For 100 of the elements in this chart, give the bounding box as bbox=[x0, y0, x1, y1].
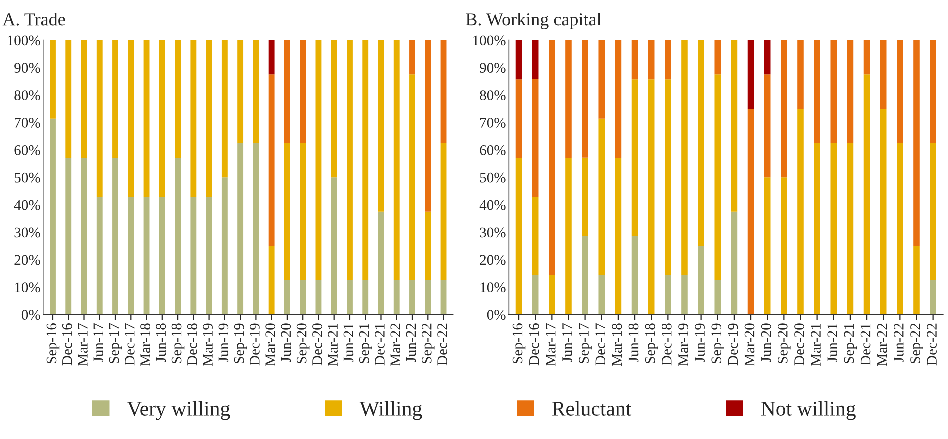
bar bbox=[781, 178, 788, 315]
bar bbox=[864, 74, 870, 315]
bar bbox=[331, 178, 338, 315]
bar bbox=[81, 158, 88, 315]
y-tick-label: 100% bbox=[474, 36, 506, 46]
y-tick-label: 90% bbox=[480, 63, 506, 74]
x-tick-label: Mar-20 bbox=[744, 324, 755, 366]
x-tick-label: Sep-22 bbox=[910, 324, 924, 364]
y-tick-label: 60% bbox=[480, 146, 506, 156]
bar bbox=[394, 280, 400, 315]
bar bbox=[50, 118, 56, 315]
y-tick-label: 30% bbox=[480, 228, 506, 238]
bar bbox=[440, 280, 447, 315]
x-tick-label: Mar-17 bbox=[78, 324, 88, 366]
bar bbox=[880, 40, 887, 109]
bar bbox=[582, 40, 588, 158]
legend-label: Very willing bbox=[127, 401, 230, 420]
bar bbox=[814, 143, 820, 315]
bar bbox=[930, 40, 936, 144]
bar bbox=[268, 246, 275, 315]
x-tick-label: Jun-17 bbox=[94, 324, 104, 362]
bar bbox=[300, 143, 306, 280]
bar bbox=[222, 178, 228, 315]
legend-label: Not willing bbox=[761, 401, 856, 420]
bar bbox=[615, 158, 622, 315]
x-tick-label: Jun-21 bbox=[828, 324, 838, 362]
x-tick-label: Dec-21 bbox=[375, 324, 385, 366]
y-tick-label: 60% bbox=[14, 146, 40, 156]
bar bbox=[425, 212, 432, 280]
x-tick-label: Jun-22 bbox=[406, 324, 416, 362]
bar bbox=[665, 80, 672, 276]
bar bbox=[549, 276, 556, 315]
y-tick-label: 90% bbox=[14, 63, 40, 74]
bar bbox=[714, 74, 722, 280]
bar bbox=[516, 40, 522, 80]
x-tick-label: Dec-20 bbox=[794, 324, 804, 366]
bar bbox=[175, 40, 182, 158]
bar bbox=[914, 40, 920, 246]
x-tick-label: Sep-17 bbox=[579, 324, 592, 364]
bar bbox=[598, 40, 606, 119]
chart-title: A. Trade bbox=[2, 13, 66, 26]
y-tick-label: 40% bbox=[14, 200, 40, 210]
bar bbox=[362, 40, 369, 280]
bar bbox=[128, 197, 134, 315]
bar bbox=[144, 197, 150, 315]
bar bbox=[206, 40, 212, 198]
bar bbox=[284, 143, 290, 280]
bar bbox=[764, 74, 771, 178]
bar bbox=[682, 40, 688, 276]
bar bbox=[582, 158, 588, 236]
x-tick-label: Mar-22 bbox=[390, 324, 401, 366]
x-tick-label: Dec-21 bbox=[860, 324, 871, 366]
y-tick-label: 50% bbox=[480, 172, 506, 183]
y-tick-label: 0% bbox=[22, 310, 40, 320]
bar bbox=[516, 158, 522, 315]
x-tick-label: Dec-18 bbox=[187, 324, 198, 366]
y-tick-label: 100% bbox=[8, 36, 40, 46]
bar bbox=[300, 40, 306, 144]
bar bbox=[159, 197, 166, 315]
bar bbox=[665, 276, 672, 315]
x-tick-label: Dec-19 bbox=[250, 324, 260, 366]
bar bbox=[847, 40, 854, 144]
bar bbox=[206, 197, 212, 315]
x-tick-label: Mar-18 bbox=[612, 324, 622, 366]
x-tick-label: Jun-21 bbox=[344, 324, 354, 362]
x-tick-label: Dec-22 bbox=[927, 324, 937, 366]
bar bbox=[144, 40, 150, 198]
x-tick-label: Mar-19 bbox=[678, 324, 688, 366]
bar bbox=[598, 118, 606, 276]
bar bbox=[648, 80, 655, 315]
x-tick-label: Sep-18 bbox=[645, 324, 658, 364]
bar bbox=[300, 280, 306, 315]
bar bbox=[748, 40, 754, 109]
bar bbox=[830, 143, 838, 315]
bar bbox=[764, 40, 771, 75]
bar bbox=[798, 40, 804, 109]
bar bbox=[410, 74, 416, 280]
bar bbox=[394, 40, 400, 280]
bar bbox=[175, 158, 182, 315]
bar bbox=[731, 212, 738, 315]
bar bbox=[698, 40, 704, 246]
bar bbox=[665, 40, 672, 80]
legend-label: Willing bbox=[360, 401, 422, 420]
bar bbox=[316, 40, 322, 280]
y-tick-label: 80% bbox=[14, 90, 40, 101]
x-tick-label: Sep-16 bbox=[512, 324, 526, 364]
x-tick-label: Sep-19 bbox=[234, 324, 248, 364]
bar bbox=[222, 40, 228, 178]
bar bbox=[714, 280, 722, 315]
x-tick-label: Dec-17 bbox=[125, 324, 135, 366]
bar bbox=[268, 74, 275, 246]
bar bbox=[378, 40, 384, 212]
x-tick-label: Mar-20 bbox=[266, 324, 276, 366]
bar bbox=[516, 80, 522, 158]
x-tick-label: Jun-17 bbox=[562, 324, 572, 362]
x-tick-label: Jun-18 bbox=[628, 324, 639, 362]
bar bbox=[190, 197, 197, 315]
x-tick-label: Sep-21 bbox=[359, 324, 372, 364]
bar bbox=[714, 40, 722, 75]
bar bbox=[112, 158, 118, 315]
